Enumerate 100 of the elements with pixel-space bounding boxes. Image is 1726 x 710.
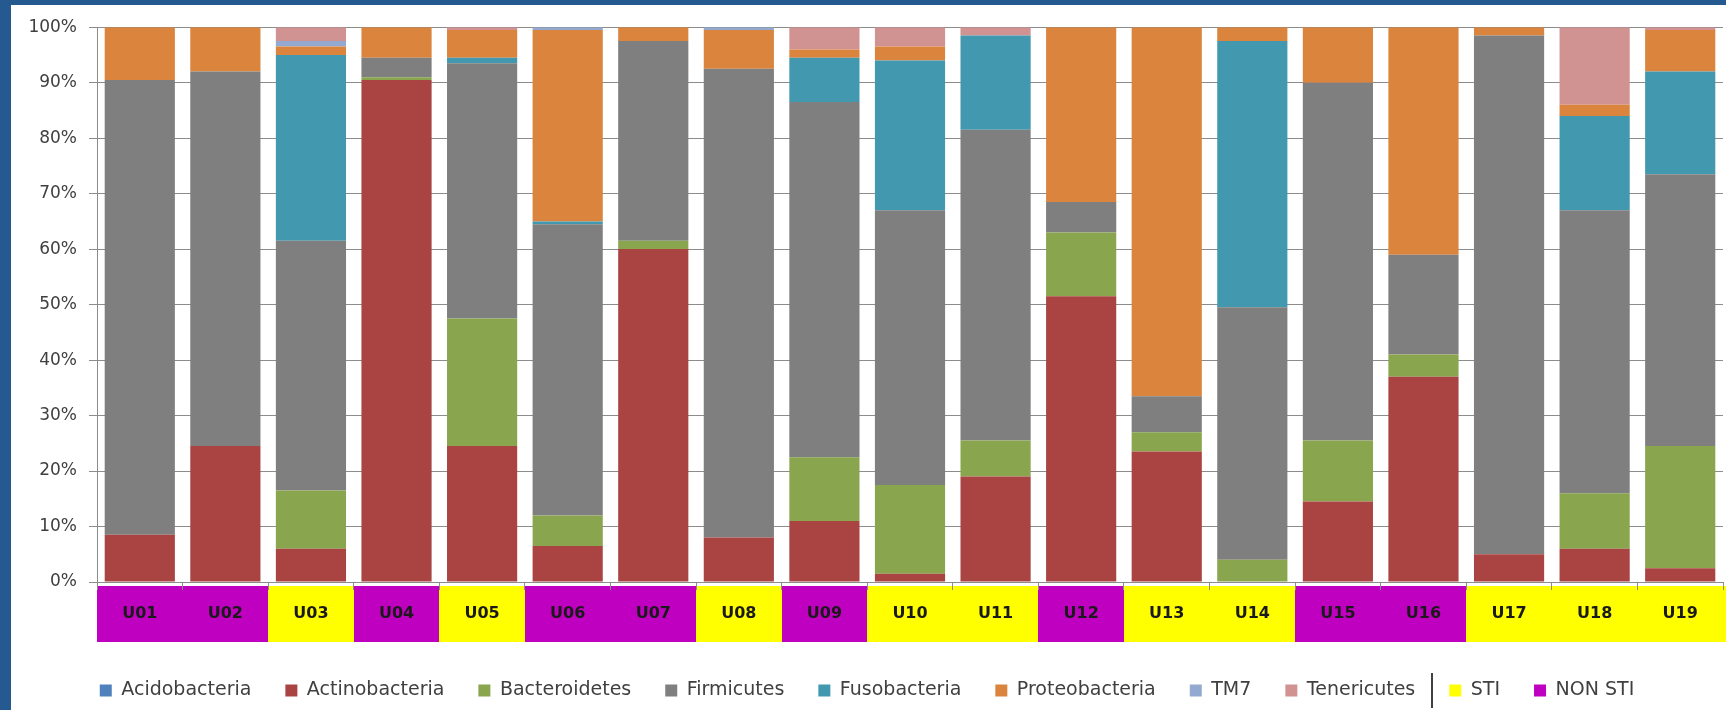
legend-label: Firmicutes [686,677,785,700]
x-tick-label: U17 [1491,602,1527,622]
bar [1131,396,1202,433]
bar [275,46,347,55]
x-tick-label: U03 [293,602,329,622]
bar [874,60,946,211]
bar [618,41,689,241]
x-tick-label: U10 [892,602,928,622]
bar [874,573,946,582]
bar [1559,115,1630,211]
bar [1645,568,1716,582]
bar [190,71,261,447]
bar [1302,82,1373,441]
bar [1302,501,1373,582]
y-tick-label: 70% [39,182,77,203]
bar [703,68,774,538]
legend-label: STI [1470,677,1501,700]
y-tick-label: 80% [39,126,77,147]
legend-label: Bacteroidetes [499,677,632,700]
bar [1645,174,1716,447]
bar [789,57,860,103]
x-tick-label: U16 [1405,602,1442,622]
bar [789,457,860,521]
bar [1388,354,1459,377]
bar [789,49,860,58]
legend-label: Proteobacteria [1016,677,1156,700]
bar [874,484,946,574]
bar [960,129,1031,441]
bar [447,57,518,64]
bar [960,476,1031,582]
bar [874,27,946,47]
legend-label: Fusobacteria [839,677,962,700]
bar [532,29,603,222]
bar [1473,35,1545,555]
x-tick-label: U01 [122,602,158,622]
bar [361,77,432,80]
x-tick-label: U08 [721,602,757,622]
bar [1046,201,1117,233]
bar [190,446,261,582]
bar [789,102,860,458]
bar [960,440,1031,477]
bar [1388,254,1459,355]
bar [532,224,603,516]
bar [104,534,175,582]
bar [361,27,432,58]
bar [1559,493,1630,549]
bar [1302,27,1373,83]
bar [874,210,946,485]
y-tick-label: 60% [39,237,77,258]
bar [447,318,518,447]
x-tick-label: U14 [1234,602,1270,622]
x-tick-label: U15 [1320,602,1356,622]
bar [874,46,946,61]
bar [532,515,603,546]
x-tick-label: U04 [378,602,415,622]
bar [1131,451,1202,582]
bar [1388,27,1459,255]
y-tick-label: 10% [39,514,77,535]
bar [960,27,1031,36]
bar [1217,559,1288,582]
bar [1046,27,1117,202]
bar [532,545,603,582]
bar [789,520,860,582]
bar [361,57,432,78]
x-tick-label: U13 [1149,602,1185,622]
bar [1473,554,1545,582]
legend-label: Acidobacteria [121,677,252,700]
bar [1559,210,1630,494]
bar [618,249,689,582]
bar [275,240,347,491]
bar [789,27,860,50]
bar [447,29,518,58]
x-tick-label: U05 [464,602,500,622]
bar [447,63,518,319]
bar [1131,432,1202,452]
bar [1388,376,1459,582]
x-tick-label: U18 [1577,602,1613,622]
y-tick-label: 30% [39,403,77,424]
x-tick-label: U02 [207,602,243,622]
bar [618,27,689,42]
bar [190,27,261,72]
y-tick-label: 50% [39,293,77,314]
bar [447,446,518,582]
y-tick-label: 0% [50,570,77,591]
bar [1645,71,1716,175]
x-tick-label: U11 [977,602,1014,622]
bar [275,27,347,42]
legend-label: Tenericutes [1305,677,1416,700]
bar [703,29,774,69]
bar [960,35,1031,130]
bar [1645,446,1716,569]
bar [275,54,347,241]
bar [361,79,432,582]
bar [1559,27,1630,105]
bar [1559,548,1630,582]
bar [275,41,347,47]
bar [104,27,175,80]
bar [1645,29,1716,72]
bar [703,537,774,582]
y-tick-label: 20% [39,459,77,480]
